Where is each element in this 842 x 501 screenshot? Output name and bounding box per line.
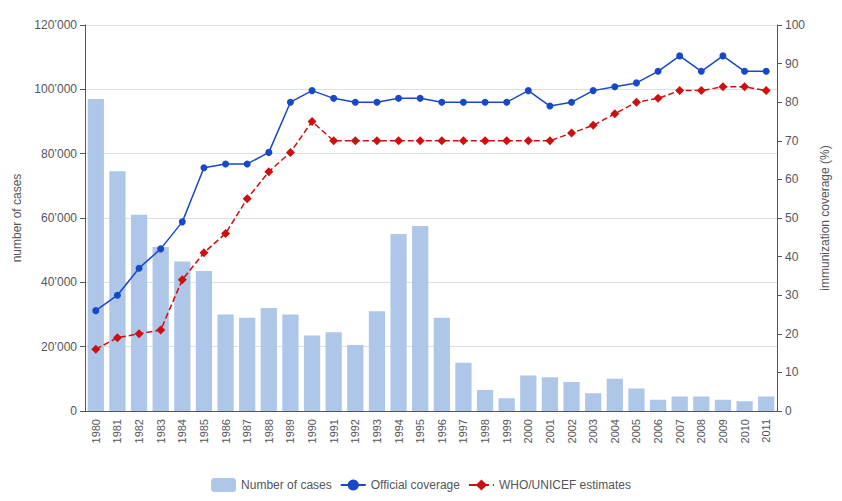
svg-text:80: 80 (785, 95, 799, 109)
svg-text:40: 40 (785, 250, 799, 264)
svg-text:1999: 1999 (501, 419, 513, 443)
svg-text:1982: 1982 (133, 419, 145, 443)
svg-text:1991: 1991 (328, 419, 340, 443)
svg-text:1997: 1997 (457, 419, 469, 443)
svg-text:1985: 1985 (198, 419, 210, 443)
svg-text:2010: 2010 (739, 419, 751, 443)
svg-text:2004: 2004 (609, 419, 621, 443)
svg-text:Number of cases: Number of cases (241, 478, 332, 492)
svg-text:1989: 1989 (284, 419, 296, 443)
svg-text:2008: 2008 (695, 419, 707, 443)
svg-text:1986: 1986 (220, 419, 232, 443)
svg-text:0: 0 (785, 404, 792, 418)
svg-text:70: 70 (785, 134, 799, 148)
svg-text:1981: 1981 (111, 419, 123, 443)
svg-text:90: 90 (785, 57, 799, 71)
svg-text:80’000: 80’000 (41, 147, 77, 161)
svg-text:100’000: 100’000 (34, 82, 77, 96)
svg-text:2009: 2009 (717, 419, 729, 443)
svg-text:2011: 2011 (760, 419, 772, 443)
svg-text:2000: 2000 (522, 419, 534, 443)
svg-text:100: 100 (785, 18, 805, 32)
svg-text:10: 10 (785, 365, 799, 379)
svg-text:1995: 1995 (414, 419, 426, 443)
svg-text:40’000: 40’000 (41, 275, 77, 289)
svg-text:20: 20 (785, 327, 799, 341)
svg-text:1983: 1983 (155, 419, 167, 443)
svg-text:1987: 1987 (241, 419, 253, 443)
svg-text:Official coverage: Official coverage (371, 478, 460, 492)
svg-text:WHO/UNICEF estimates: WHO/UNICEF estimates (499, 478, 631, 492)
svg-text:60’000: 60’000 (41, 211, 77, 225)
svg-text:1996: 1996 (436, 419, 448, 443)
svg-text:2007: 2007 (674, 419, 686, 443)
svg-text:30: 30 (785, 288, 799, 302)
svg-text:2006: 2006 (652, 419, 664, 443)
svg-text:1990: 1990 (306, 419, 318, 443)
svg-text:1984: 1984 (176, 419, 188, 443)
svg-text:1998: 1998 (479, 419, 491, 443)
svg-text:1992: 1992 (349, 419, 361, 443)
svg-text:50: 50 (785, 211, 799, 225)
svg-text:2005: 2005 (630, 419, 642, 443)
svg-text:2002: 2002 (566, 419, 578, 443)
svg-text:0: 0 (70, 404, 77, 418)
svg-text:immunization coverage (%): immunization coverage (%) (818, 145, 832, 290)
svg-text:1980: 1980 (90, 419, 102, 443)
svg-text:1988: 1988 (263, 419, 275, 443)
svg-text:60: 60 (785, 172, 799, 186)
svg-text:20’000: 20’000 (41, 340, 77, 354)
svg-text:120’000: 120’000 (34, 18, 77, 32)
svg-text:2003: 2003 (587, 419, 599, 443)
svg-text:1994: 1994 (393, 419, 405, 443)
svg-text:2001: 2001 (544, 419, 556, 443)
svg-text:1993: 1993 (371, 419, 383, 443)
svg-text:number of cases: number of cases (10, 174, 24, 263)
